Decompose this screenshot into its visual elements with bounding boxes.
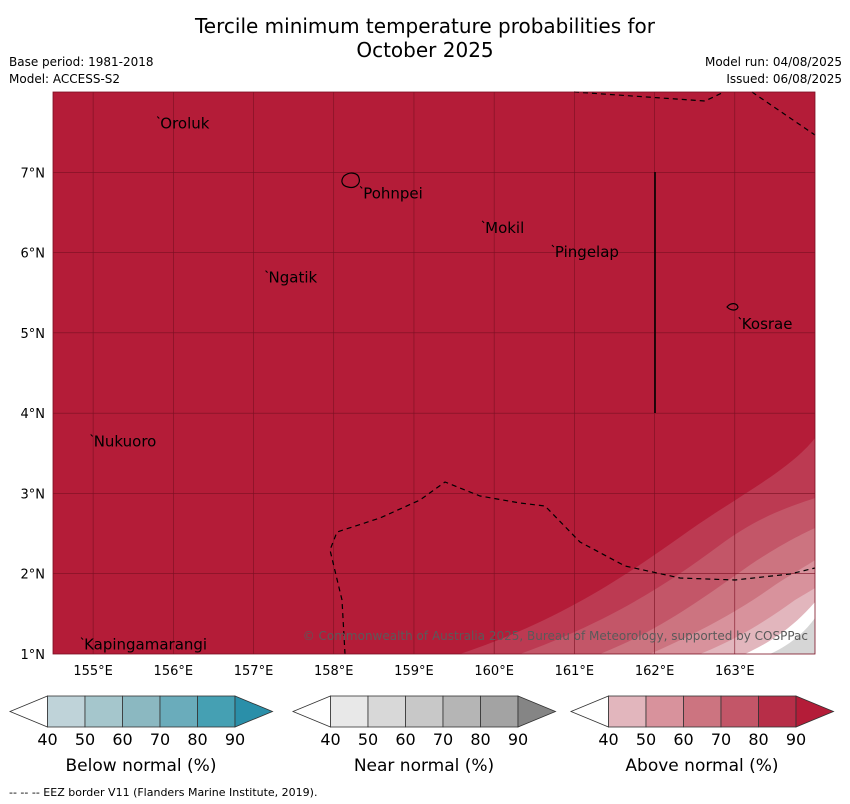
colorbar-tick-label: 80 [748, 730, 768, 749]
colorbar-tick-label: 50 [358, 730, 378, 749]
meta-left: Base period: 1981-2018 Model: ACCESS-S2 [9, 54, 154, 88]
colorbar-tick-label: 90 [786, 730, 806, 749]
place-label: Mokil [485, 219, 524, 237]
lat-tick-label: 2°N [21, 568, 46, 583]
place-label: Ngatik [269, 269, 318, 287]
colorbar-segment [405, 695, 444, 728]
colorbar-label-above: Above normal (%) [625, 756, 779, 776]
place-marker [80, 637, 84, 640]
place-marker [90, 434, 94, 437]
title-line-1: Tercile minimum temperature probabilitie… [194, 14, 656, 38]
lon-tick-label: 156°E [154, 664, 194, 679]
place-marker [156, 116, 160, 119]
map-frame [52, 91, 816, 655]
base-period: Base period: 1981-2018 [9, 55, 154, 69]
colorbar-segment [442, 695, 481, 728]
colorbar-label-near: Near normal (%) [353, 756, 495, 776]
colorbar-left-arrow [569, 695, 609, 728]
meta-right: Model run: 04/08/2025 Issued: 06/08/2025 [705, 54, 842, 88]
place-label: Kosrae [742, 315, 793, 333]
lon-tick-label: 162°E [635, 664, 675, 679]
colorbar-segment [122, 695, 161, 728]
lower-probability-bands [460, 438, 815, 654]
colorbar-tick-label: 50 [636, 730, 656, 749]
colorbar-tick-label: 90 [508, 730, 528, 749]
lon-tick-label: 155°E [73, 664, 113, 679]
colorbar-tick-label: 60 [673, 730, 693, 749]
lon-tick-label: 160°E [474, 664, 514, 679]
colorbar-tick-label: 80 [187, 730, 207, 749]
colorbar-tick-label: 40 [598, 730, 618, 749]
colorbar-right-arrow [795, 695, 835, 728]
model-run: Model run: 04/08/2025 [704, 55, 842, 69]
lon-tick-label: 163°E [715, 664, 755, 679]
eez-border [751, 91, 816, 136]
colorbar-tick-label: 70 [711, 730, 731, 749]
place-label: Oroluk [160, 115, 209, 133]
lat-tick-label: 1°N [21, 648, 46, 663]
colorbar-segment [197, 695, 236, 728]
colorbar-segment [645, 695, 684, 728]
colorbar-tick-label: 60 [112, 730, 132, 749]
colorbar-right-arrow [234, 695, 274, 728]
colorbar-tick-label: 40 [37, 730, 57, 749]
colorbar-segment [720, 695, 759, 728]
lon-tick-label: 159°E [394, 664, 434, 679]
colorbar-segment [480, 695, 519, 728]
colorbar-tick-label: 60 [395, 730, 415, 749]
copyright-text: © Commonwealth of Australia 2025, Bureau… [303, 629, 808, 643]
colorbar-segment [683, 695, 722, 728]
place-marker [481, 220, 485, 224]
colorbar-tick-label: 70 [433, 730, 453, 749]
place-label: Kapingamarangi [84, 636, 207, 654]
colorbar-right-arrow [517, 695, 557, 728]
colorbar-segment [47, 695, 86, 728]
colorbar-segment [367, 695, 406, 728]
lat-tick-label: 7°N [21, 166, 46, 181]
place-marker [738, 316, 742, 320]
colorbar-tick-label: 40 [320, 730, 340, 749]
colorbar-tick-label: 70 [150, 730, 170, 749]
lat-tick-label: 4°N [21, 407, 46, 422]
place-label: Pingelap [555, 243, 619, 261]
probability-band [770, 618, 815, 654]
colorbar-segment [758, 695, 797, 728]
lat-tick-label: 3°N [21, 487, 46, 502]
colorbar-segment [608, 695, 647, 728]
map-title: Tercile minimum temperature probabilitie… [0, 14, 850, 62]
colorbar-tick-label: 90 [225, 730, 245, 749]
colorbar-left-arrow [8, 695, 48, 728]
lon-tick-label: 157°E [234, 664, 274, 679]
colorbar-label-below: Below normal (%) [65, 756, 217, 776]
kosrae-island [726, 303, 739, 311]
lon-tick-label: 158°E [314, 664, 354, 679]
issued-date: Issued: 06/08/2025 [726, 72, 842, 86]
colorbar-segment [84, 695, 123, 728]
colorbar-left-arrow [291, 695, 331, 728]
lat-tick-label: 6°N [21, 247, 46, 262]
place-label: Pohnpei [363, 184, 423, 202]
colorbar-tick-label: 50 [75, 730, 95, 749]
footer-note: -- -- -- EEZ border V11 (Flanders Marine… [9, 786, 318, 799]
place-marker [359, 186, 363, 189]
pohnpei-island [341, 172, 360, 189]
title-line-2: October 2025 [356, 38, 494, 62]
colorbar-tick-label: 80 [470, 730, 490, 749]
place-marker [551, 244, 555, 248]
colorbar-segment [330, 695, 369, 728]
lat-tick-label: 5°N [21, 327, 46, 342]
place-label: Nukuoro [94, 432, 157, 450]
lon-tick-label: 161°E [555, 664, 595, 679]
place-marker [265, 270, 268, 274]
model-name: Model: ACCESS-S2 [9, 72, 121, 86]
colorbar-segment [159, 695, 198, 728]
eez-border [573, 91, 725, 102]
eez-border [329, 481, 816, 655]
